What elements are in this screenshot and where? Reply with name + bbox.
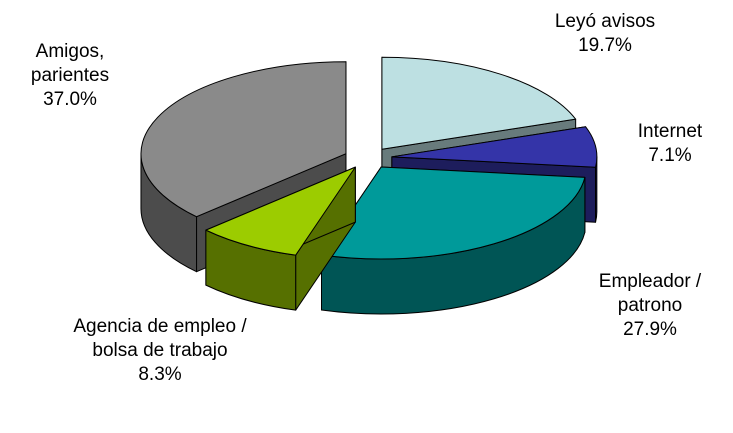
category-label: Agencia de empleo / bolsa de trabajo (73, 316, 247, 361)
value-label: 7.1% (648, 145, 692, 166)
category-label: Empleador / patrono (598, 271, 702, 316)
category-label: Leyó avisos (554, 11, 656, 32)
slice-label: Empleador / patrono 27.9% (570, 270, 730, 342)
slice (205, 166, 356, 256)
slice (140, 61, 347, 218)
value-label: 37.0% (43, 89, 97, 110)
slice-label: Internet 7.1% (615, 120, 725, 168)
slice (321, 166, 586, 260)
slice (381, 56, 577, 150)
value-label: 19.7% (578, 35, 632, 56)
value-label: 27.9% (623, 319, 677, 340)
category-label: Amigos, parientes (30, 41, 110, 86)
slice-label: Agencia de empleo / bolsa de trabajo 8.3% (70, 315, 250, 387)
slice-label: Amigos, parientes 37.0% (10, 40, 130, 112)
category-label: Internet (637, 121, 703, 142)
slice (391, 126, 598, 168)
slice-label: Leyó avisos 19.7% (520, 10, 690, 58)
value-label: 8.3% (138, 364, 182, 385)
